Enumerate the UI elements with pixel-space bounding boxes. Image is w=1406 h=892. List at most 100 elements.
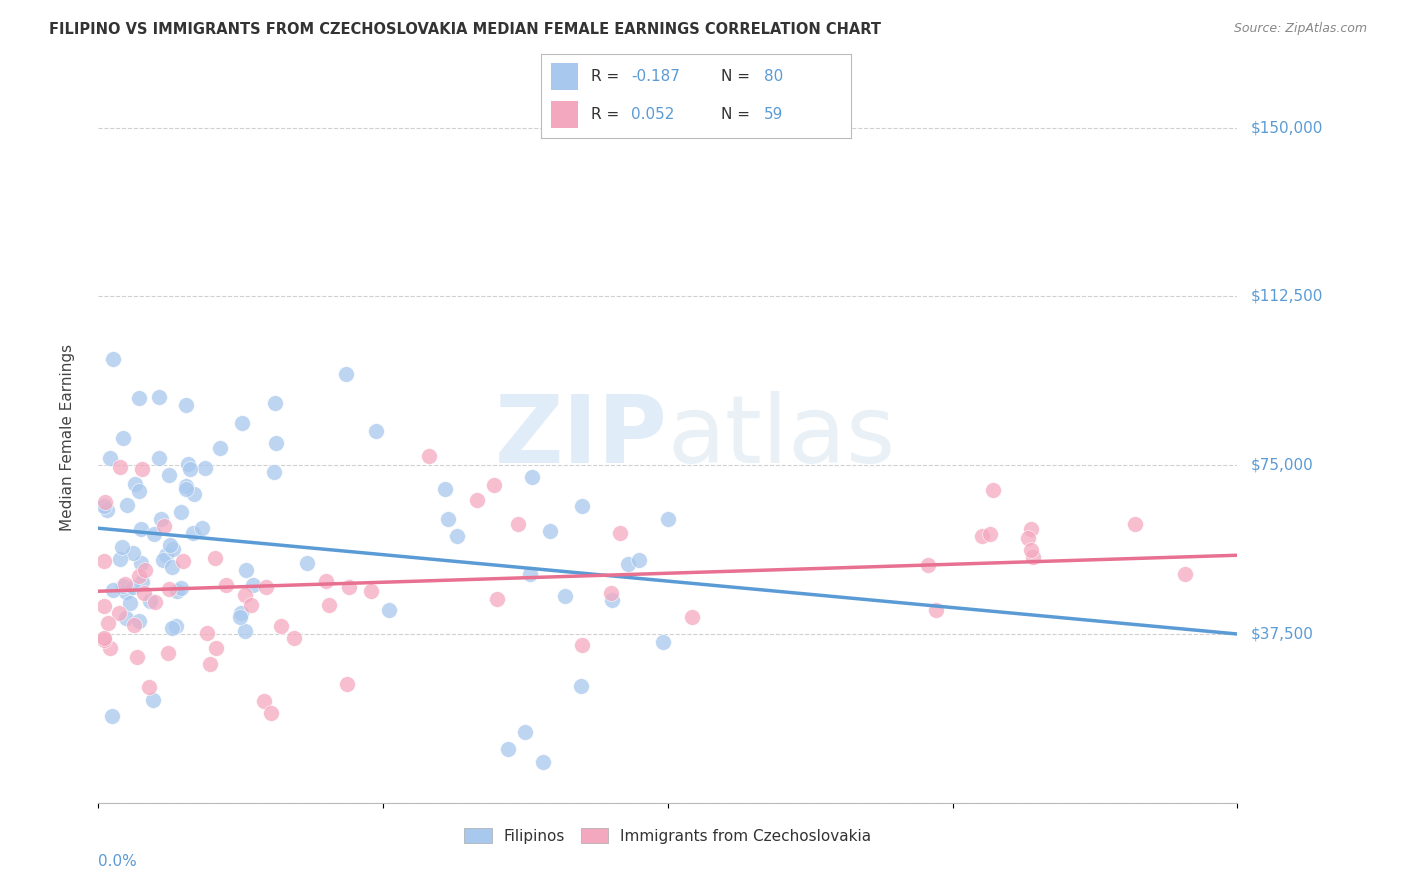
Point [170, 581, 193, 595]
Point [569, 679, 592, 693]
Point [166, 584, 188, 599]
Point [205, 640, 228, 655]
Point [599, 586, 621, 600]
Point [235, 563, 257, 577]
Text: $75,000: $75,000 [1251, 458, 1315, 473]
Point [148, 390, 170, 404]
Point [115, 611, 138, 625]
Point [215, 578, 238, 592]
Point [264, 396, 287, 410]
Point [122, 617, 145, 632]
Bar [551, 101, 578, 128]
Point [132, 586, 155, 600]
Point [519, 567, 541, 582]
Point [122, 546, 145, 560]
Point [93, 599, 115, 613]
Point [437, 512, 460, 526]
Point [118, 596, 141, 610]
Point [233, 588, 256, 602]
Point [177, 457, 200, 471]
Text: N =: N = [721, 107, 755, 122]
Point [108, 459, 131, 474]
Point [101, 583, 124, 598]
Point [522, 470, 544, 484]
Point [979, 526, 1001, 541]
Point [378, 602, 401, 616]
Point [155, 548, 177, 562]
Point [335, 367, 357, 381]
Point [270, 619, 292, 633]
Point [172, 554, 194, 568]
Point [98, 450, 121, 465]
Point [506, 516, 529, 531]
Point [1019, 522, 1042, 536]
Point [498, 741, 520, 756]
Legend: Filipinos, Immigrants from Czechoslovakia: Filipinos, Immigrants from Czechoslovaki… [458, 822, 877, 850]
Text: R =: R = [591, 69, 624, 84]
Point [100, 709, 122, 723]
Point [360, 583, 382, 598]
Point [617, 558, 640, 572]
Point [263, 465, 285, 479]
Text: 0.0%: 0.0% [98, 854, 138, 869]
Point [434, 483, 457, 497]
Point [179, 461, 201, 475]
Point [418, 449, 440, 463]
Point [1022, 549, 1045, 564]
Point [114, 577, 136, 591]
Text: R =: R = [591, 107, 624, 122]
Point [165, 619, 187, 633]
Point [917, 558, 939, 572]
Point [208, 441, 231, 455]
Point [609, 526, 631, 541]
Point [96, 503, 118, 517]
Point [152, 553, 174, 567]
Point [93, 495, 115, 509]
Point [128, 391, 150, 405]
Point [571, 499, 593, 513]
Point [143, 527, 166, 541]
Text: 59: 59 [763, 107, 783, 122]
Point [484, 478, 506, 492]
Point [229, 610, 252, 624]
Text: ZIP: ZIP [495, 391, 668, 483]
Y-axis label: Median Female Earnings: Median Female Earnings [60, 343, 75, 531]
Point [162, 542, 184, 557]
Point [108, 606, 131, 620]
Point [1017, 532, 1039, 546]
Point [260, 706, 283, 720]
Point [112, 431, 135, 445]
Point [98, 640, 121, 655]
Point [124, 477, 146, 491]
Point [129, 557, 152, 571]
Point [252, 694, 274, 708]
Point [157, 467, 180, 482]
Point [174, 479, 197, 493]
Point [103, 352, 125, 367]
Text: atlas: atlas [668, 391, 896, 483]
Text: $37,500: $37,500 [1251, 626, 1315, 641]
Point [138, 680, 160, 694]
Point [108, 551, 131, 566]
Point [364, 424, 387, 438]
Point [283, 632, 305, 646]
Point [229, 606, 252, 620]
Text: 80: 80 [763, 69, 783, 84]
Point [233, 624, 256, 638]
Point [628, 553, 651, 567]
Point [148, 451, 170, 466]
Point [681, 610, 703, 624]
Point [97, 616, 120, 631]
Point [128, 484, 150, 499]
Point [239, 598, 262, 612]
Point [254, 580, 277, 594]
Point [315, 574, 337, 589]
Point [128, 614, 150, 628]
Point [337, 580, 360, 594]
Point [657, 512, 679, 526]
Point [231, 416, 253, 430]
Point [156, 646, 179, 660]
Point [153, 518, 176, 533]
Point [160, 621, 183, 635]
Point [134, 563, 156, 577]
